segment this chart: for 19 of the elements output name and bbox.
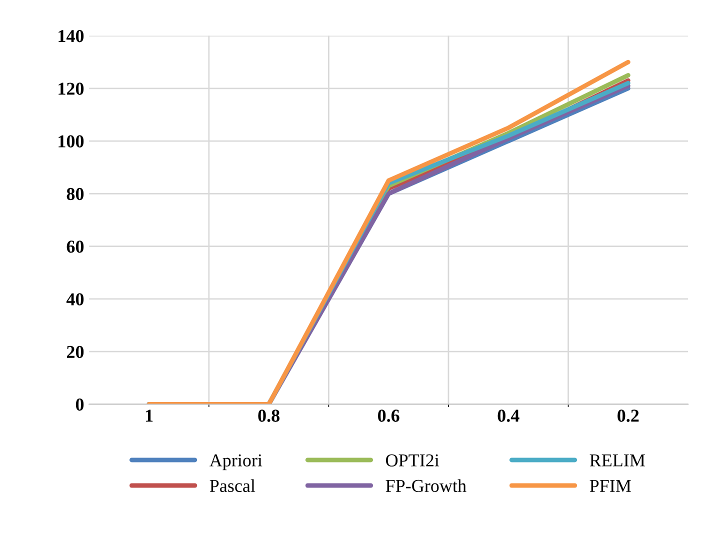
legend-label: FP-Growth <box>386 479 466 492</box>
legend-label: Pascal <box>210 479 256 492</box>
x-tick-label: 0.6 <box>378 410 400 422</box>
x-tick-label: 1 <box>146 410 153 422</box>
y-tick-label: 100 <box>58 135 84 148</box>
y-tick-label: 120 <box>58 82 84 95</box>
y-tick-label: 20 <box>66 346 84 358</box>
x-tick-label: 0.2 <box>618 410 639 422</box>
x-tick-label: 0.4 <box>498 410 520 422</box>
y-tick-label: 40 <box>66 293 84 306</box>
x-tick-label: 0.8 <box>258 410 280 422</box>
legend-label: Apriori <box>210 454 262 470</box>
y-tick-label: 0 <box>76 398 84 411</box>
legend-label: RELIM <box>590 454 645 466</box>
legend-label: PFIM <box>590 480 631 492</box>
legend-label: OPTI2i <box>386 454 440 466</box>
y-tick-label: 140 <box>58 30 84 42</box>
y-tick-label: 80 <box>66 188 84 200</box>
y-tick-label: 60 <box>66 240 84 253</box>
